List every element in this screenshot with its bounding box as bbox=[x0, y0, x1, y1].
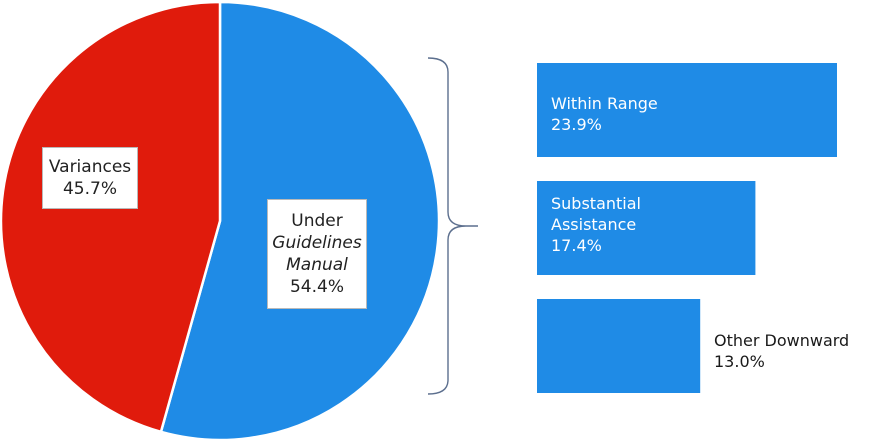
bar-substantial-assistance bbox=[537, 181, 756, 275]
bar-label-within-range: Within Range 23.9% bbox=[551, 93, 658, 135]
bar-value-label: 23.9% bbox=[551, 115, 602, 134]
bar-value-label: 13.0% bbox=[714, 352, 765, 371]
bar-within-range bbox=[537, 63, 837, 157]
bar-label-other-downward: Other Downward 13.0% bbox=[714, 330, 849, 372]
slice-label-line: Under bbox=[291, 211, 343, 231]
pie-slice-variances bbox=[0, 0, 222, 434]
pie-chart bbox=[0, 0, 441, 441]
bar-other-downward bbox=[537, 299, 701, 393]
slice-label-line: Manual bbox=[286, 255, 348, 275]
pie-label-variances: Variances 45.7% bbox=[42, 147, 138, 209]
slice-label-line: Guidelines bbox=[272, 233, 362, 253]
slice-value-label: 45.7% bbox=[62, 179, 117, 199]
bar-value-label: 17.4% bbox=[551, 236, 602, 255]
slice-value-label: 54.4% bbox=[289, 277, 344, 297]
bar-label-line: Assistance bbox=[551, 215, 637, 234]
pie-label-under-guidelines-manual: Under Guidelines Manual 54.4% bbox=[267, 199, 367, 309]
bar-label-substantial-assistance: Substantial Assistance 17.4% bbox=[551, 193, 641, 256]
bar-label-line: Substantial bbox=[551, 194, 641, 213]
slice-label-line: Variances bbox=[48, 157, 132, 177]
bar-label-line: Other Downward bbox=[714, 331, 850, 350]
bar-label-line: Within Range bbox=[551, 94, 658, 113]
bar-chart bbox=[537, 63, 837, 393]
bracket-connector bbox=[427, 57, 478, 395]
